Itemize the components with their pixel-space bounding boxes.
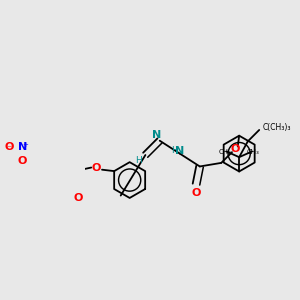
Text: N: N <box>175 146 184 156</box>
Text: N: N <box>152 130 161 140</box>
Text: H: H <box>171 146 177 154</box>
Text: O: O <box>191 188 201 198</box>
Text: CH₃: CH₃ <box>247 148 260 154</box>
Text: O: O <box>92 163 101 172</box>
Text: O: O <box>5 142 14 152</box>
Text: ⁻: ⁻ <box>7 144 12 154</box>
Text: O: O <box>18 156 27 166</box>
Text: CH₃: CH₃ <box>218 148 231 154</box>
Text: +: + <box>22 142 28 148</box>
Text: N: N <box>18 142 27 152</box>
Text: C(CH₃)₃: C(CH₃)₃ <box>263 123 291 132</box>
Text: O: O <box>231 144 240 154</box>
Text: O: O <box>74 193 83 202</box>
Text: H: H <box>135 156 142 165</box>
